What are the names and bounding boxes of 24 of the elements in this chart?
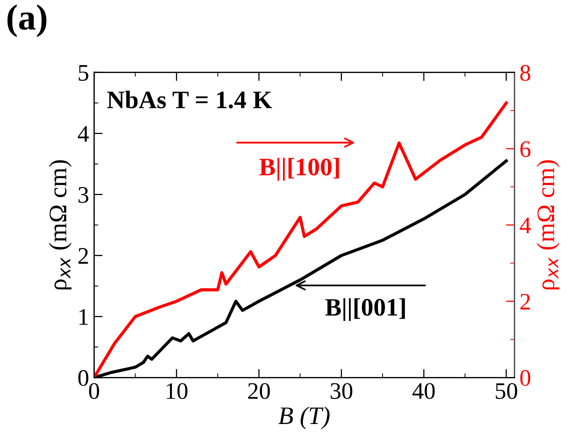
y-axis-title: ρ$_{xx}$ (mΩ cm) bbox=[48, 160, 72, 290]
annotation: NbAs T = 1.4 K bbox=[107, 90, 272, 108]
chart-title: (a) bbox=[7, 4, 46, 38]
legend-label: B||[001] bbox=[325, 298, 405, 321]
y-tick-label: 0 bbox=[78, 370, 88, 386]
y2-tick-label: 8 bbox=[520, 64, 530, 81]
x-axis-title: B (T) bbox=[278, 406, 330, 430]
legend-label: B||[100] bbox=[259, 158, 339, 181]
y2-tick-label: 6 bbox=[520, 141, 530, 158]
y2-tick-label: 2 bbox=[520, 294, 530, 310]
x-tick-label: 40 bbox=[412, 383, 435, 400]
x-tick-label: 50 bbox=[496, 383, 518, 400]
x-tick-label: 0 bbox=[89, 383, 100, 400]
y2-tick-label: 0 bbox=[520, 370, 530, 386]
y2-tick-label: 4 bbox=[520, 218, 531, 234]
y-tick-label: 1 bbox=[79, 309, 88, 325]
x-tick-label: 10 bbox=[166, 383, 188, 400]
y-tick-label: 2 bbox=[78, 248, 88, 264]
x-tick-label: 30 bbox=[330, 383, 352, 400]
y2-axis-title: ρ$_{xx}$ (mΩ cm) bbox=[536, 160, 560, 290]
y-tick-label: 5 bbox=[78, 65, 88, 81]
x-tick-label: 20 bbox=[248, 383, 270, 400]
y-tick-label: 4 bbox=[78, 126, 89, 142]
y-tick-label: 3 bbox=[78, 187, 88, 203]
